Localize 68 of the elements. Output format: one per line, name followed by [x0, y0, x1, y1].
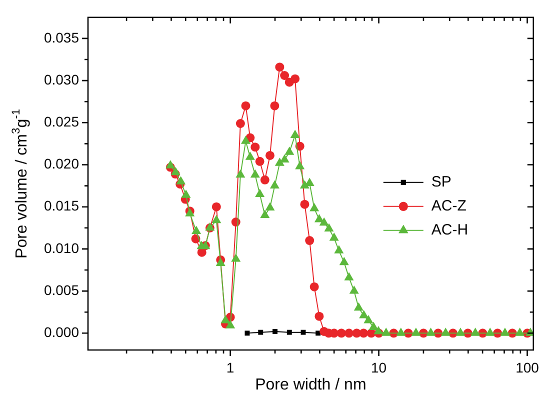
point — [310, 282, 319, 292]
x-tick-label: 10 — [370, 359, 387, 376]
point — [329, 232, 339, 241]
point — [354, 302, 364, 311]
point — [359, 310, 369, 318]
y-tick-label: 0.010 — [44, 240, 80, 256]
point — [280, 71, 290, 80]
point — [250, 169, 260, 178]
point — [236, 169, 246, 178]
point — [339, 256, 349, 266]
point — [295, 160, 305, 170]
point — [240, 136, 250, 144]
y-tick-label: 0.020 — [44, 156, 80, 172]
y-tick-label: 0.000 — [44, 324, 80, 340]
point — [284, 146, 294, 155]
point — [274, 158, 284, 166]
point — [192, 226, 202, 234]
y-tick-label: 0.030 — [44, 71, 80, 88]
point — [368, 322, 378, 330]
point — [170, 166, 180, 176]
y-tick-label: 0.035 — [44, 29, 80, 46]
point — [245, 152, 255, 160]
x-tick-label: 1 — [226, 359, 234, 376]
point — [166, 160, 176, 168]
point — [334, 245, 344, 254]
point — [319, 217, 329, 226]
point — [324, 223, 334, 232]
point — [265, 150, 274, 160]
point — [231, 254, 241, 262]
point — [374, 326, 384, 334]
legend-label: AC-H — [431, 222, 468, 239]
point — [349, 286, 359, 294]
point — [304, 178, 314, 186]
y-tick-label: 0.015 — [44, 198, 80, 214]
point — [275, 62, 284, 72]
point — [260, 175, 270, 184]
point — [265, 202, 275, 210]
point — [176, 176, 186, 184]
point — [255, 156, 264, 166]
point — [344, 272, 354, 280]
point — [290, 74, 300, 84]
point — [270, 101, 280, 110]
point — [181, 190, 191, 198]
y-tick-label: 0.025 — [44, 114, 80, 130]
point — [270, 180, 280, 189]
point — [236, 118, 245, 128]
legend-label: SP — [431, 174, 452, 191]
point — [305, 236, 314, 246]
point — [364, 315, 374, 324]
point — [300, 200, 310, 209]
point — [212, 214, 222, 224]
y-axis-title: Pore volume / cm3g-1 — [10, 108, 30, 258]
point — [280, 154, 290, 162]
point — [255, 188, 265, 197]
point — [216, 258, 226, 266]
point — [290, 130, 300, 138]
y-tick-label: 0.005 — [44, 282, 80, 298]
point — [226, 320, 236, 328]
point — [310, 203, 320, 212]
point — [250, 142, 260, 152]
legend-label: AC-Z — [431, 198, 466, 215]
x-axis-title: Pore width / nm — [255, 376, 366, 394]
point — [220, 315, 230, 324]
x-tick-label: 100 — [516, 359, 540, 376]
point — [212, 202, 221, 212]
point — [260, 210, 270, 218]
point — [314, 312, 324, 321]
point — [241, 101, 250, 110]
